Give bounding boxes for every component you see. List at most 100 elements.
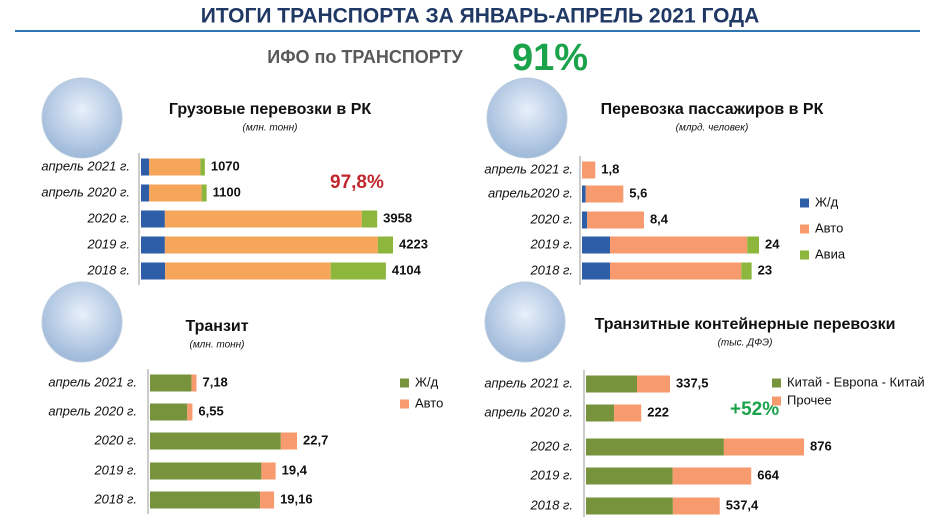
total-label: 4104 — [392, 262, 422, 277]
bar-segment — [201, 184, 207, 202]
category-label: 2018 г. — [529, 497, 573, 512]
total-label: 337,5 — [676, 375, 709, 390]
annotation: 97,8% — [330, 172, 384, 193]
bar-segment — [672, 497, 720, 515]
bar-segment — [586, 404, 615, 422]
bar-segment — [582, 262, 611, 280]
bar-segment — [150, 491, 261, 509]
annotation: +52% — [730, 399, 779, 420]
chart-subtitle: (млрд. человек) — [676, 123, 749, 134]
bar-segment — [361, 210, 378, 228]
bar-segment — [586, 467, 673, 485]
bar-segment — [586, 438, 724, 456]
category-label: апрель 2021 г. — [484, 161, 573, 176]
total-label: 19,16 — [280, 491, 313, 506]
total-label: 1070 — [211, 158, 240, 173]
category-label: апрель 2021 г. — [48, 374, 137, 389]
total-label: 4223 — [399, 236, 428, 251]
chart-title: Грузовые перевозки в РК — [169, 101, 372, 118]
legend-swatch — [772, 396, 781, 406]
category-label: 2020 г. — [529, 438, 573, 453]
bar-segment — [741, 262, 752, 280]
bar-segment — [187, 403, 193, 421]
category-label: апрель 2021 г. — [41, 158, 130, 173]
chart-subtitle: (млн. тонн) — [190, 340, 245, 351]
bar-segment — [586, 497, 673, 515]
bar-segment — [610, 236, 748, 254]
legend-swatch — [800, 224, 809, 234]
chart-title: Транзит — [185, 318, 248, 335]
bar-segment — [377, 236, 393, 254]
category-label: 2019 г. — [93, 462, 137, 477]
total-label: 5,6 — [629, 185, 647, 200]
total-label: 19,4 — [282, 462, 308, 477]
bar-segment — [164, 236, 378, 254]
bar-segment — [191, 374, 197, 392]
bar-segment — [582, 211, 588, 229]
legend-swatch — [400, 399, 409, 409]
total-label: 222 — [647, 404, 669, 419]
chart-subtitle: (тыс. ДФЭ) — [718, 338, 773, 349]
bar-segment — [149, 184, 202, 202]
total-label: 1,8 — [601, 161, 619, 176]
total-label: 876 — [810, 438, 832, 453]
legend-label: Авиа — [815, 246, 846, 261]
category-label: 2020 г. — [93, 432, 137, 447]
bar-segment — [150, 432, 281, 450]
bar-segment — [582, 236, 611, 254]
chart-subtitle: (млн. тонн) — [243, 123, 298, 134]
bar-segment — [165, 262, 331, 280]
bar-segment — [260, 491, 275, 509]
total-label: 7,18 — [202, 374, 227, 389]
bar-segment — [330, 262, 386, 280]
bar-segment — [141, 262, 166, 280]
category-label: апрель 2021 г. — [484, 375, 573, 390]
category-label: 2019 г. — [86, 236, 130, 251]
legend-swatch — [772, 378, 781, 388]
bar-segment — [261, 462, 276, 480]
bar-segment — [586, 375, 638, 393]
total-label: 23 — [758, 262, 772, 277]
total-label: 537,4 — [726, 497, 759, 512]
bar-segment — [582, 161, 596, 179]
legend-swatch — [800, 198, 809, 208]
total-label: 664 — [757, 467, 779, 482]
bar-segment — [723, 438, 804, 456]
legend-swatch — [800, 250, 809, 260]
category-label: 2018 г. — [86, 262, 130, 277]
bar-segment — [141, 236, 165, 254]
category-label: апрель 2020 г. — [48, 403, 137, 418]
bar-segment — [200, 158, 205, 176]
legend-label: Китай - Европа - Китай — [787, 374, 925, 389]
icon — [41, 281, 123, 363]
total-label: 3958 — [383, 210, 412, 225]
bar-segment — [141, 158, 150, 176]
icon — [41, 77, 123, 159]
category-label: апрель2020 г. — [488, 185, 573, 200]
legend-label: Авто — [415, 395, 443, 410]
slide-title: ИТОГИ ТРАНСПОРТА ЗА ЯНВАРЬ-АПРЕЛЬ 2021 Г… — [201, 5, 760, 28]
bar-segment — [280, 432, 297, 450]
category-label: 2020 г. — [86, 210, 130, 225]
legend-swatch — [400, 378, 409, 388]
bar-segment — [164, 210, 362, 228]
category-label: апрель 2020 г. — [484, 404, 573, 419]
legend-label: Ж/д — [815, 194, 839, 209]
index-value: 91% — [512, 37, 588, 79]
chart-title: Транзитные контейнерные перевозки — [595, 316, 896, 333]
bar-segment — [150, 374, 192, 392]
total-label: 1100 — [213, 184, 241, 199]
bar-segment — [150, 462, 262, 480]
chart-title: Перевозка пассажиров в РК — [601, 101, 824, 118]
bar-segment — [747, 236, 759, 254]
bar-segment — [614, 404, 642, 422]
category-label: 2018 г. — [529, 262, 573, 277]
category-label: 2020 г. — [529, 211, 573, 226]
category-label: 2019 г. — [529, 236, 573, 251]
subtitle: ИФО по ТРАНСПОРТУ — [267, 47, 463, 67]
icon — [486, 77, 568, 159]
legend-label: Авто — [815, 220, 843, 235]
category-label: 2018 г. — [93, 491, 137, 506]
category-label: апрель 2020 г. — [41, 184, 130, 199]
